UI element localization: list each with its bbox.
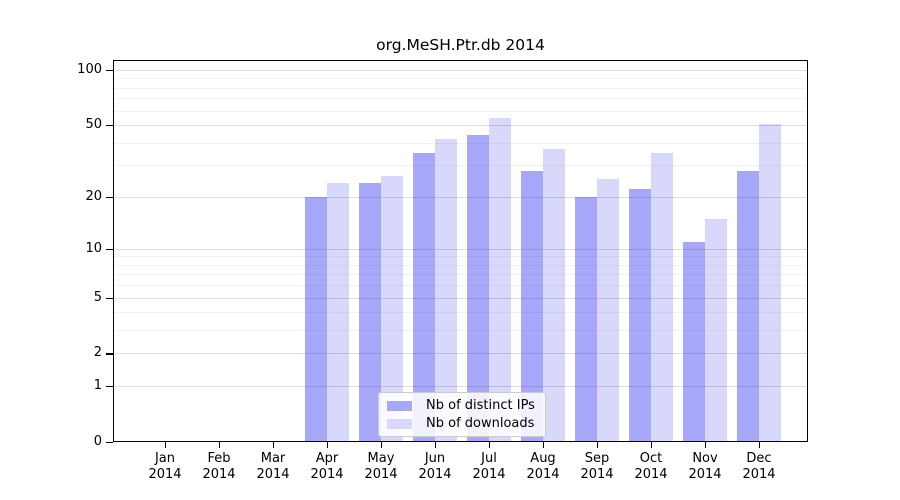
legend-swatch-distinct-ips <box>387 400 412 411</box>
bar-downloads-oct <box>651 153 673 442</box>
gridline-minor-7 <box>113 274 808 276</box>
gridline-minor-8 <box>113 264 808 266</box>
x-tick-mark-may <box>381 442 383 448</box>
y-tick-mark-50 <box>106 125 113 127</box>
x-tick-label-jun: Jun 2014 <box>418 451 452 482</box>
gridline-minor-70 <box>113 98 808 100</box>
y-tick-mark-1 <box>106 386 113 388</box>
bar-downloads-may <box>381 176 403 442</box>
x-tick-mark-feb <box>219 442 221 448</box>
gridline-major-2 <box>113 353 808 355</box>
bar-downloads-sep <box>597 179 619 442</box>
bar-ips-sep <box>575 196 597 442</box>
x-tick-mark-dec <box>759 442 761 448</box>
x-tick-label-may: May 2014 <box>364 451 398 482</box>
gridline-minor-4 <box>113 312 808 314</box>
bar-downloads-jun <box>435 138 457 442</box>
gridline-major-5 <box>113 297 808 299</box>
bar-ips-oct <box>629 189 651 442</box>
legend-label-downloads: Nb of downloads <box>426 416 535 431</box>
bar-downloads-apr <box>327 182 349 442</box>
x-tick-label-dec: Dec 2014 <box>742 451 776 482</box>
bar-ips-may <box>359 182 381 442</box>
y-tick-label-5: 5 <box>93 289 102 305</box>
x-tick-label-apr: Apr 2014 <box>310 451 344 482</box>
bar-ips-apr <box>305 196 327 442</box>
gridline-major-1 <box>113 386 808 388</box>
x-tick-mark-nov <box>705 442 707 448</box>
chart-title: org.MeSH.Ptr.db 2014 <box>376 36 545 54</box>
y-tick-label-20: 20 <box>85 188 102 204</box>
bar-downloads-jul <box>489 117 511 442</box>
x-tick-mark-apr <box>327 442 329 448</box>
gridline-major-100 <box>113 70 808 71</box>
gridline-major-50 <box>113 125 808 127</box>
x-tick-mark-jun <box>435 442 437 448</box>
bar-ips-nov <box>683 241 705 442</box>
x-tick-label-nov: Nov 2014 <box>688 451 722 482</box>
bar-ips-jul <box>467 135 489 442</box>
gridline-minor-60 <box>113 110 808 112</box>
x-tick-mark-sep <box>597 442 599 448</box>
y-tick-mark-20 <box>106 196 113 198</box>
y-tick-label-2: 2 <box>93 345 102 361</box>
y-tick-label-10: 10 <box>85 240 102 256</box>
y-tick-label-100: 100 <box>77 62 102 77</box>
y-tick-label-1: 1 <box>93 378 102 394</box>
bar-downloads-aug <box>543 148 565 442</box>
gridline-major-20 <box>113 196 808 198</box>
legend-item-downloads: Nb of downloads <box>387 416 537 431</box>
y-tick-label-50: 50 <box>85 117 102 133</box>
gridline-minor-80 <box>113 87 808 89</box>
x-tick-mark-jan <box>165 442 167 448</box>
x-tick-label-mar: Mar 2014 <box>256 451 290 482</box>
x-tick-label-aug: Aug 2014 <box>526 451 560 482</box>
x-tick-mark-mar <box>273 442 275 448</box>
x-tick-label-jul: Jul 2014 <box>472 451 506 482</box>
plot-area <box>113 60 808 442</box>
gridline-minor-40 <box>113 142 808 144</box>
legend: Nb of distinct IPs Nb of downloads <box>378 392 546 437</box>
gridline-minor-30 <box>113 165 808 167</box>
x-tick-mark-aug <box>543 442 545 448</box>
y-tick-mark-5 <box>106 297 113 299</box>
legend-swatch-downloads <box>387 418 412 429</box>
gridline-minor-90 <box>113 78 808 80</box>
legend-label-distinct-ips: Nb of distinct IPs <box>426 398 535 413</box>
y-tick-mark-10 <box>106 248 113 250</box>
bar-ips-aug <box>521 170 543 442</box>
y-tick-mark-100 <box>106 70 113 72</box>
y-tick-label-0: 0 <box>93 434 102 449</box>
y-tick-mark-0 <box>106 442 113 444</box>
bar-ips-dec <box>737 170 759 442</box>
x-tick-label-oct: Oct 2014 <box>634 451 668 482</box>
gridline-major-10 <box>113 248 808 250</box>
x-tick-label-sep: Sep 2014 <box>580 451 614 482</box>
gridline-minor-9 <box>113 256 808 258</box>
x-tick-mark-jul <box>489 442 491 448</box>
legend-item-distinct-ips: Nb of distinct IPs <box>387 398 537 413</box>
gridline-minor-3 <box>113 330 808 332</box>
gridline-minor-6 <box>113 285 808 287</box>
x-tick-mark-oct <box>651 442 653 448</box>
bar-ips-jun <box>413 153 435 442</box>
bar-downloads-dec <box>759 123 781 442</box>
bar-downloads-nov <box>705 218 727 442</box>
y-tick-mark-2 <box>106 353 113 355</box>
x-tick-label-feb: Feb 2014 <box>202 451 236 482</box>
x-tick-label-jan: Jan 2014 <box>148 451 182 482</box>
